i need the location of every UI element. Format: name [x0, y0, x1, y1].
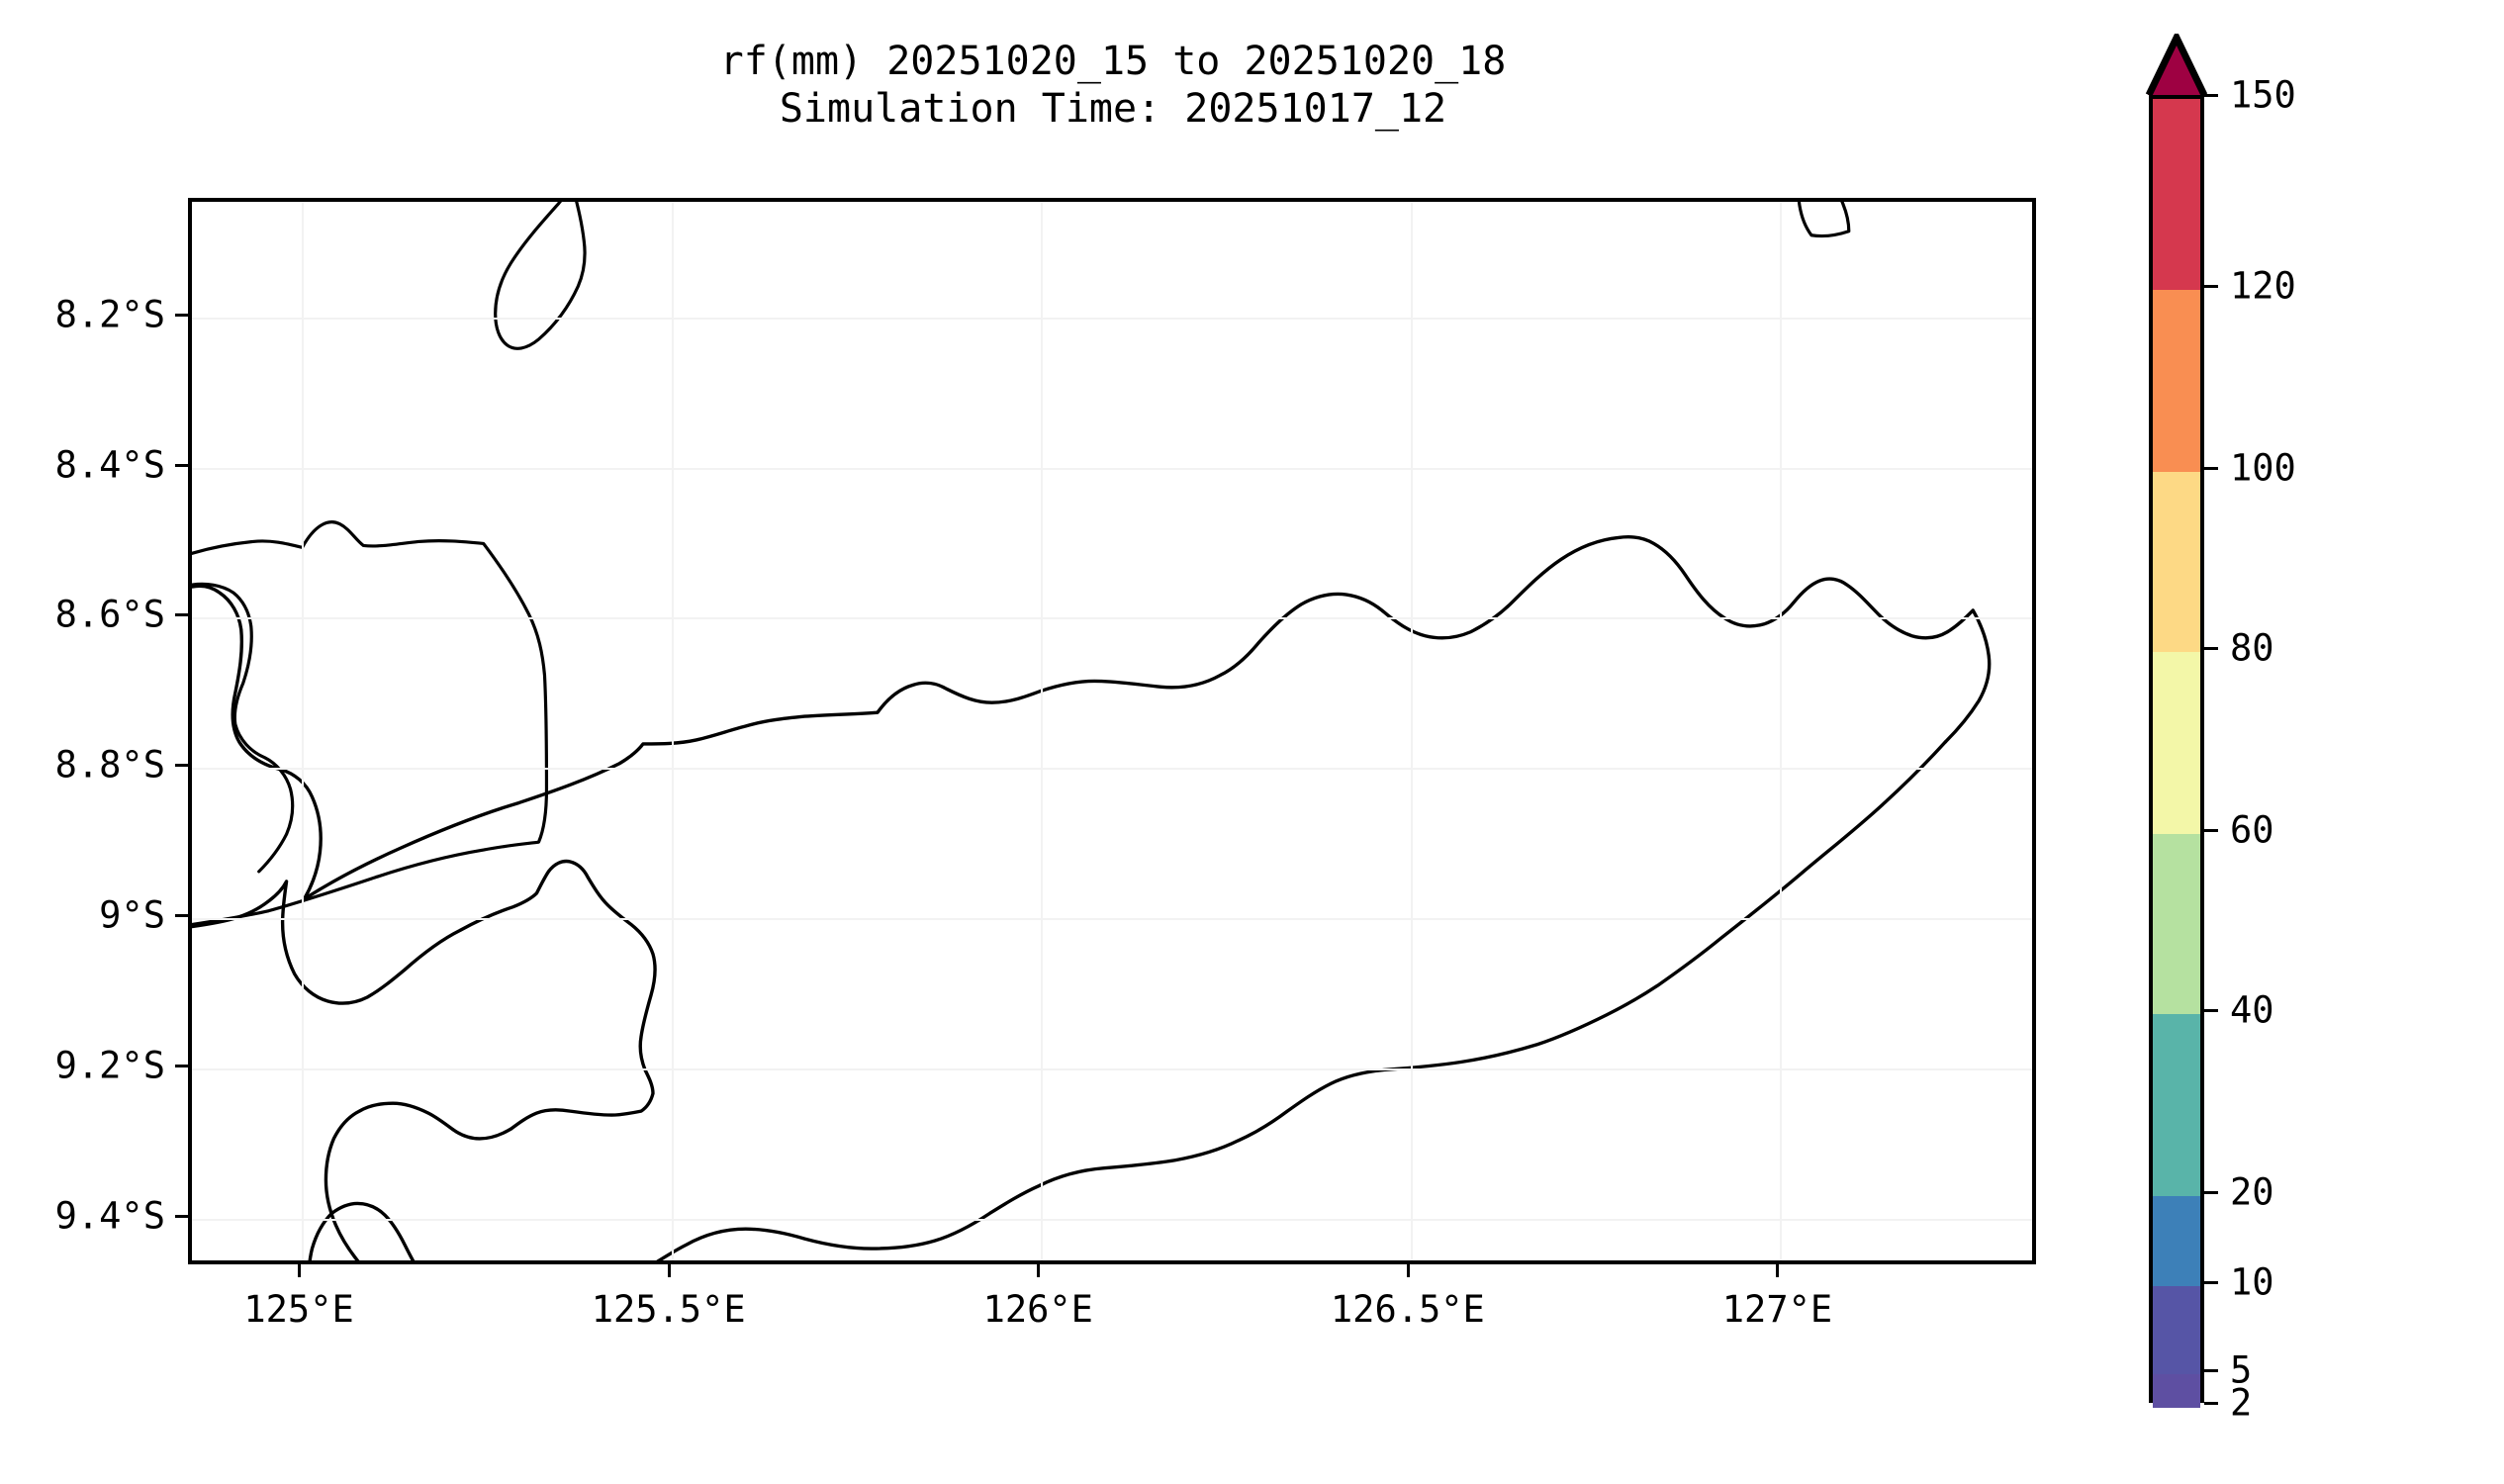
y-tick-label: 8.4°S — [54, 443, 165, 486]
gridline-latitude — [192, 918, 2032, 921]
colorbar-bands — [2149, 95, 2204, 1408]
colorbar-tick-mark — [2204, 285, 2218, 288]
x-tick-mark — [298, 1264, 302, 1277]
colorbar-band — [2153, 99, 2200, 291]
coastline-atauro-island — [494, 202, 587, 350]
gridline-latitude — [192, 317, 2032, 320]
colorbar-extend-outline — [2145, 34, 2208, 97]
y-tick-label: 8.2°S — [54, 293, 165, 335]
colorbar[interactable]: 150 120 100 80 60 40 20 10 5 2 — [2145, 34, 2296, 1425]
y-tick-mark — [175, 1215, 188, 1219]
colorbar-tick-label: 60 — [2230, 808, 2274, 852]
gridline-longitude — [1410, 202, 1413, 1260]
colorbar-tick-label: 2 — [2230, 1381, 2253, 1425]
colorbar-tick-mark — [2204, 1281, 2218, 1285]
colorbar-tick-mark — [2204, 1009, 2218, 1013]
y-tick-mark — [175, 1065, 188, 1068]
colorbar-tick-mark — [2204, 1191, 2218, 1195]
coastline-west-peninsula — [192, 859, 657, 1260]
y-tick-label: 9°S — [99, 893, 165, 937]
colorbar-band — [2153, 1014, 2200, 1198]
colorbar-band — [2153, 1196, 2200, 1288]
map-plot-area — [192, 202, 2032, 1260]
colorbar-tick-mark — [2204, 1402, 2218, 1405]
y-tick-mark — [175, 764, 188, 768]
x-tick-label: 127°E — [1721, 1288, 1833, 1331]
colorbar-tick-label: 5 — [2230, 1348, 2253, 1392]
gridline-longitude — [1780, 202, 1783, 1260]
x-tick-mark — [1776, 1264, 1780, 1277]
y-tick-label: 8.6°S — [54, 593, 165, 636]
title-line-2: Simulation Time: 20251017_12 — [779, 86, 1447, 132]
colorbar-tick-mark — [2204, 1368, 2218, 1372]
y-tick-mark — [175, 914, 188, 918]
colorbar-tick-mark — [2204, 94, 2218, 97]
coastline-north — [192, 520, 549, 927]
gridline-longitude — [671, 202, 674, 1260]
x-tick-label: 126.5°E — [1330, 1288, 1485, 1331]
colorbar-tick-label: 120 — [2230, 264, 2296, 308]
gridline-longitude — [1041, 202, 1044, 1260]
chart-title: rf(mm) 20251020_15 to 20251020_18 Simula… — [188, 38, 2038, 133]
gridline-latitude — [192, 617, 2032, 620]
colorbar-band — [2153, 471, 2200, 654]
coastline-north-islet — [1797, 202, 1851, 238]
y-tick-label: 9.4°S — [54, 1194, 165, 1238]
colorbar-tick-label: 20 — [2230, 1170, 2274, 1214]
colorbar-tick-mark — [2204, 466, 2218, 470]
colorbar-tick-mark — [2204, 647, 2218, 651]
x-tick-mark — [667, 1264, 671, 1277]
colorbar-band — [2153, 833, 2200, 1016]
colorbar-tick-label: 150 — [2230, 73, 2296, 117]
gridline-latitude — [192, 768, 2032, 771]
gridline-longitude — [302, 202, 305, 1260]
colorbar-tick-label: 100 — [2230, 446, 2296, 490]
coastline-mainland-north — [192, 582, 295, 874]
x-tick-mark — [1037, 1264, 1041, 1277]
gridline-latitude — [192, 1219, 2032, 1222]
colorbar-band — [2153, 652, 2200, 835]
coastline-south-west — [308, 1201, 416, 1260]
coastline-east-cape-south — [656, 740, 1948, 1260]
x-tick-label: 125.5°E — [591, 1288, 746, 1331]
x-tick-mark — [1406, 1264, 1410, 1277]
y-tick-mark — [175, 313, 188, 317]
y-tick-label: 9.2°S — [54, 1044, 165, 1087]
colorbar-extend-max-arrow-icon — [2148, 38, 2205, 95]
y-tick-mark — [175, 463, 188, 467]
y-tick-mark — [175, 613, 188, 617]
gridline-latitude — [192, 467, 2032, 470]
x-tick-label: 125°E — [243, 1288, 354, 1331]
x-tick-label: 126°E — [982, 1288, 1093, 1331]
coastline-layer — [192, 202, 1992, 1260]
gridline-latitude — [192, 1068, 2032, 1071]
colorbar-tick-label: 40 — [2230, 988, 2274, 1032]
coastline-main-north-shore — [192, 535, 1992, 901]
title-line-1: rf(mm) 20251020_15 to 20251020_18 — [719, 39, 1507, 84]
y-tick-label: 8.8°S — [54, 743, 165, 787]
colorbar-tick-mark — [2204, 828, 2218, 832]
colorbar-tick-label: 10 — [2230, 1260, 2274, 1304]
map-axes[interactable] — [188, 198, 2036, 1264]
colorbar-tick-label: 80 — [2230, 626, 2274, 670]
colorbar-band — [2153, 1286, 2200, 1375]
colorbar-band — [2153, 1373, 2200, 1408]
colorbar-band — [2153, 290, 2200, 473]
